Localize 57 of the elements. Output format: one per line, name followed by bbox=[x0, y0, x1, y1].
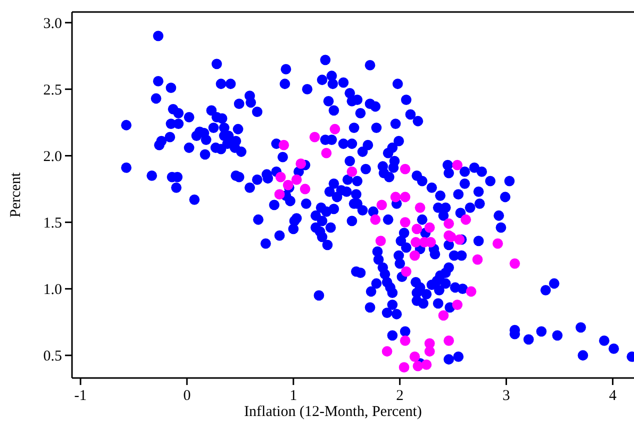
point bbox=[466, 286, 476, 297]
point bbox=[446, 232, 456, 242]
point bbox=[410, 250, 420, 261]
x-tick-label: 1 bbox=[290, 388, 298, 404]
point bbox=[400, 217, 410, 228]
point bbox=[444, 218, 454, 229]
point bbox=[424, 222, 435, 233]
point bbox=[452, 300, 463, 310]
y-tick-label: 1.5 bbox=[43, 216, 62, 232]
point bbox=[382, 346, 392, 357]
point bbox=[492, 238, 503, 249]
point bbox=[510, 258, 520, 269]
x-tick-label: 3 bbox=[502, 388, 510, 404]
point bbox=[282, 180, 294, 190]
point bbox=[346, 166, 358, 177]
point bbox=[414, 202, 426, 213]
point bbox=[421, 359, 432, 370]
x-tick-label: 2 bbox=[396, 388, 404, 404]
x-axis-title: Inflation (12-Month, Percent) bbox=[244, 404, 422, 420]
point bbox=[400, 164, 410, 174]
point bbox=[376, 200, 387, 210]
x-tick-label: 4 bbox=[608, 388, 617, 404]
point bbox=[452, 160, 463, 170]
point bbox=[400, 336, 410, 346]
y-tick-label: 1.0 bbox=[43, 282, 62, 298]
point bbox=[460, 214, 472, 225]
point bbox=[438, 310, 449, 321]
y-tick-label: 0.5 bbox=[43, 348, 62, 365]
point bbox=[278, 140, 290, 150]
point bbox=[390, 192, 401, 202]
y-tick-label: 2.5 bbox=[43, 82, 62, 98]
point bbox=[375, 236, 386, 246]
point bbox=[400, 192, 410, 202]
point bbox=[410, 352, 420, 362]
point bbox=[444, 336, 454, 346]
y-tick-label: 2.0 bbox=[43, 148, 62, 165]
point bbox=[398, 362, 410, 373]
point bbox=[412, 224, 422, 234]
point bbox=[274, 189, 285, 200]
point bbox=[330, 124, 340, 134]
y-axis-title: Percent bbox=[8, 172, 24, 218]
y-tick-label: 3.0 bbox=[43, 16, 62, 32]
point bbox=[296, 158, 306, 169]
point bbox=[309, 132, 320, 142]
point bbox=[321, 148, 332, 158]
point bbox=[424, 346, 435, 357]
point bbox=[370, 214, 381, 225]
point bbox=[300, 184, 310, 194]
point bbox=[412, 360, 424, 372]
point bbox=[275, 172, 286, 182]
x-tick-label: 0 bbox=[183, 388, 191, 404]
point bbox=[401, 266, 412, 277]
point bbox=[291, 174, 302, 185]
point bbox=[426, 237, 436, 248]
x-tick-label: -1 bbox=[74, 388, 87, 404]
point bbox=[410, 237, 421, 248]
point bbox=[472, 254, 483, 265]
